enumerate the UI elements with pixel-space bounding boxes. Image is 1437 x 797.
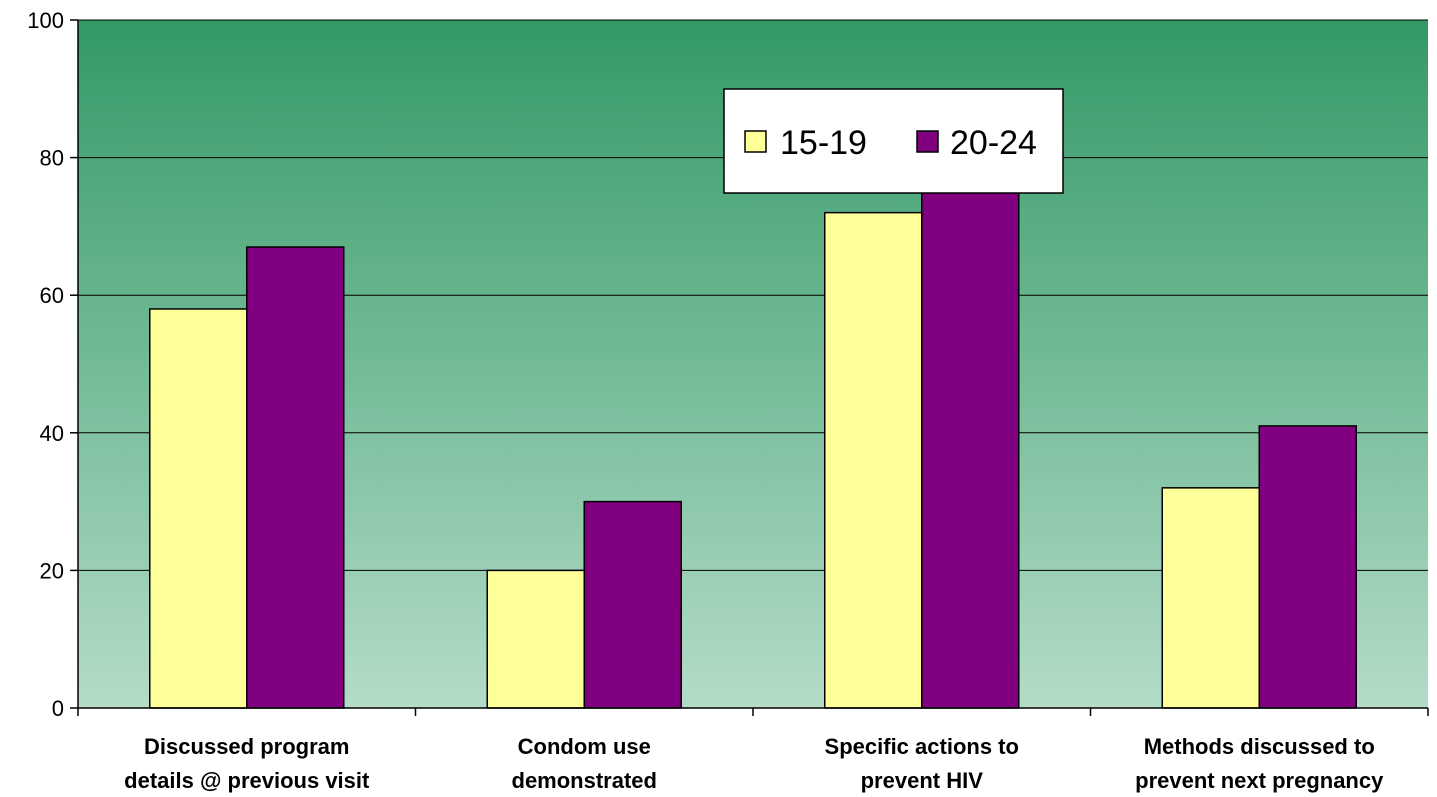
bar-20-24-cat1 — [246, 246, 345, 709]
x-category-label-4-line-2: prevent next pregnancy — [1135, 768, 1384, 793]
bar-15-19-cat1 — [149, 308, 248, 709]
legend-swatch-20-24 — [916, 130, 939, 153]
y-ticks: 0 20 40 60 80 100 — [27, 8, 78, 721]
x-category-label-3-line-1: Specific actions to — [825, 734, 1019, 759]
y-tick-label-80: 80 — [40, 146, 64, 171]
y-tick-label-40: 40 — [40, 421, 64, 446]
bar-15-19-cat2 — [486, 569, 585, 709]
bars — [149, 163, 1357, 709]
legend-swatch-15-19 — [744, 130, 767, 153]
bar-20-24-cat2 — [583, 500, 682, 709]
x-category-label-2-line-1: Condom use — [518, 734, 651, 759]
x-ticks: Discussed program details @ previous visi… — [77, 708, 1429, 793]
bar-15-19-cat3 — [824, 211, 923, 709]
x-category-label-4-line-1: Methods discussed to — [1144, 734, 1375, 759]
y-tick-label-60: 60 — [40, 283, 64, 308]
legend-label-20-24: 20-24 — [950, 124, 1037, 162]
bar-15-19-cat4 — [1161, 487, 1260, 709]
x-category-label-3-line-2: prevent HIV — [861, 768, 984, 793]
bar-20-24-cat3 — [921, 163, 1020, 709]
x-category-label-2-line-2: demonstrated — [512, 768, 657, 793]
x-category-label-1-line-2: details @ previous visit — [124, 768, 370, 793]
y-tick-label-20: 20 — [40, 558, 64, 583]
legend-box — [723, 88, 1064, 194]
legend: 15-19 20-24 — [723, 88, 1064, 194]
bar-20-24-cat4 — [1258, 425, 1357, 709]
legend-label-15-19: 15-19 — [780, 124, 867, 162]
x-category-label-1-line-1: Discussed program — [144, 734, 349, 759]
y-tick-label-100: 100 — [27, 8, 64, 33]
y-tick-label-0: 0 — [52, 696, 64, 721]
